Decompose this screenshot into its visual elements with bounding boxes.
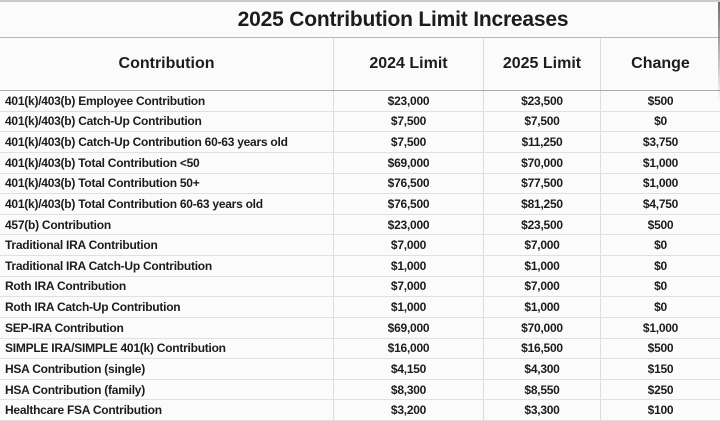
limit-2025-cell: $7,000 [483,235,600,255]
limit-2024-cell: $7,000 [333,235,483,255]
change-cell: $4,750 [600,194,720,214]
change-cell: $1,000 [600,173,720,194]
limit-2024-cell: $76,500 [333,194,483,214]
change-cell: $500 [600,91,720,111]
table-row: 401(k)/403(b) Catch-Up Contribution 60-6… [0,132,720,153]
contribution-label-cell: Healthcare FSA Contribution [5,403,162,418]
change-cell: $1,000 [600,152,720,173]
limit-2025-cell: $11,250 [483,132,600,152]
table-row: 401(k)/403(b) Total Contribution 60-63 y… [0,194,720,215]
change-cell: $1,000 [600,317,720,338]
table-row: 457(b) Contribution $23,000 $23,500 $500 [0,214,720,236]
limit-2025-cell: $8,550 [483,379,600,400]
contribution-label-cell: HSA Contribution (family) [5,382,145,397]
column-header-contribution: Contribution [118,55,215,72]
column-header-2025-limit: 2025 Limit [483,38,600,90]
table-row: 401(k)/403(b) Employee Contribution $23,… [0,91,720,112]
change-cell: $250 [600,379,720,400]
change-cell: $500 [600,338,720,359]
contribution-label-cell: 401(k)/403(b) Total Contribution <50 [5,155,200,170]
contribution-label-cell: Roth IRA Catch-Up Contribution [5,300,181,315]
limit-2024-cell: $8,300 [333,379,483,400]
change-cell: $150 [600,359,720,379]
contribution-label-cell: SEP-IRA Contribution [5,320,124,335]
limit-2025-cell: $7,500 [483,111,600,132]
limit-2024-cell: $7,500 [333,111,483,132]
limit-2025-cell: $23,500 [483,214,600,235]
limit-2025-cell: $3,300 [483,400,600,420]
limit-2024-cell: $69,000 [333,152,483,173]
limit-2024-cell: $23,000 [333,214,483,235]
limit-2024-cell: $23,000 [333,91,483,111]
limit-2024-cell: $4,150 [333,359,483,379]
contribution-label-cell: 457(b) Contribution [5,217,111,232]
limit-2025-cell: $4,300 [483,359,600,379]
limit-2025-cell: $77,500 [483,173,600,194]
contribution-label-cell: 401(k)/403(b) Total Contribution 60-63 y… [5,196,263,211]
change-cell: $100 [600,400,720,420]
table-row: Healthcare FSA Contribution $3,200 $3,30… [0,400,720,421]
contribution-label-cell: Traditional IRA Contribution [5,238,158,253]
table-row: Traditional IRA Contribution $7,000 $7,0… [0,235,720,256]
change-cell: $0 [600,256,720,276]
change-cell: $3,750 [600,132,720,152]
limit-2025-cell: $1,000 [483,256,600,276]
limit-2024-cell: $16,000 [333,338,483,359]
table-row: SEP-IRA Contribution $69,000 $70,000 $1,… [0,317,720,339]
contribution-label-cell: SIMPLE IRA/SIMPLE 401(k) Contribution [5,341,226,356]
limit-2024-cell: $76,500 [333,173,483,194]
contribution-label-cell: HSA Contribution (single) [5,361,145,376]
limit-2025-cell: $23,500 [483,91,600,111]
table-row: 401(k)/403(b) Total Contribution 50+ $76… [0,173,720,195]
limit-2025-cell: $1,000 [483,297,600,317]
contribution-label-cell: 401(k)/403(b) Total Contribution 50+ [5,176,200,191]
limit-2025-cell: $70,000 [483,152,600,173]
limit-2024-cell: $1,000 [333,297,483,317]
limit-2024-cell: $3,200 [333,400,483,420]
limit-2024-cell: $69,000 [333,317,483,338]
table-row: Roth IRA Contribution $7,000 $7,000 $0 [0,276,720,298]
table-row: 401(k)/403(b) Total Contribution <50 $69… [0,152,720,174]
table-row: HSA Contribution (single) $4,150 $4,300 … [0,359,720,380]
limit-2024-cell: $7,500 [333,132,483,152]
contribution-label-cell: Roth IRA Contribution [5,279,126,294]
limit-2024-cell: $7,000 [333,276,483,297]
column-header-change: Change [600,38,720,90]
change-cell: $0 [600,297,720,317]
change-cell: $0 [600,111,720,132]
table-row: Roth IRA Catch-Up Contribution $1,000 $1… [0,297,720,318]
page-title: 2025 Contribution Limit Increases [237,7,569,31]
table-row: HSA Contribution (family) $8,300 $8,550 … [0,379,720,401]
limit-2025-cell: $70,000 [483,317,600,338]
limits-table: Contribution 2024 Limit 2025 Limit Chang… [0,37,720,421]
limit-2025-cell: $7,000 [483,276,600,297]
contribution-label-cell: 401(k)/403(b) Employee Contribution [5,93,205,108]
table-row: SIMPLE IRA/SIMPLE 401(k) Contribution $1… [0,338,720,360]
table-header-row: Contribution 2024 Limit 2025 Limit Chang… [0,38,720,91]
table-row: Traditional IRA Catch-Up Contribution $1… [0,256,720,277]
limit-2024-cell: $1,000 [333,256,483,276]
change-cell: $0 [600,276,720,297]
table-body: 401(k)/403(b) Employee Contribution $23,… [0,91,720,421]
column-header-2024-limit: 2024 Limit [333,38,483,90]
table-row: 401(k)/403(b) Catch-Up Contribution $7,5… [0,111,720,133]
change-cell: $0 [600,235,720,255]
limit-2025-cell: $81,250 [483,194,600,214]
contribution-label-cell: 401(k)/403(b) Catch-Up Contribution [5,114,202,129]
limit-2025-cell: $16,500 [483,338,600,359]
change-cell: $500 [600,214,720,235]
contribution-label-cell: 401(k)/403(b) Catch-Up Contribution 60-6… [5,135,288,150]
contribution-label-cell: Traditional IRA Catch-Up Contribution [5,258,212,273]
